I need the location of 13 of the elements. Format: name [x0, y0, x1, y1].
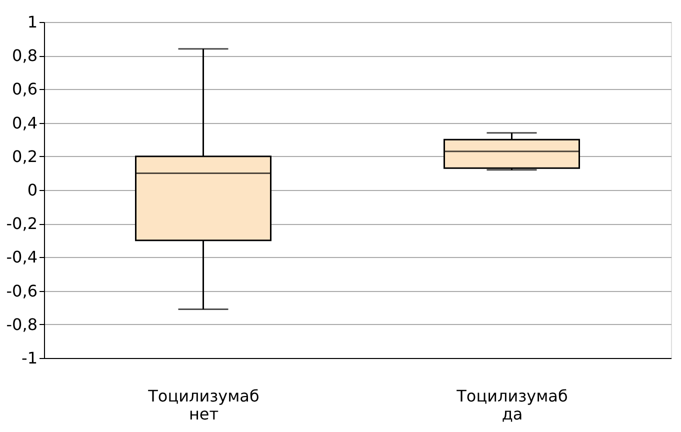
y-tick-label: 0 — [27, 180, 38, 200]
y-tick-label: -1 — [22, 348, 38, 368]
y-tick-label: -0,4 — [6, 248, 38, 267]
y-tick-label: 0,4 — [12, 113, 38, 132]
y-tick-label: 0,6 — [12, 80, 38, 99]
y-tick-label: 1 — [27, 12, 38, 32]
y-tick-label: -0,6 — [6, 281, 38, 300]
x-tick-label: Тоцилизумаб нет — [147, 386, 260, 424]
y-tick-label: -0,8 — [6, 314, 38, 334]
x-tick-label: Тоцилизумаб да — [456, 386, 568, 424]
y-tick-label: -0,2 — [6, 214, 38, 234]
y-tick-label: 0,8 — [12, 46, 38, 66]
y-tick-label: 0,2 — [12, 146, 38, 166]
